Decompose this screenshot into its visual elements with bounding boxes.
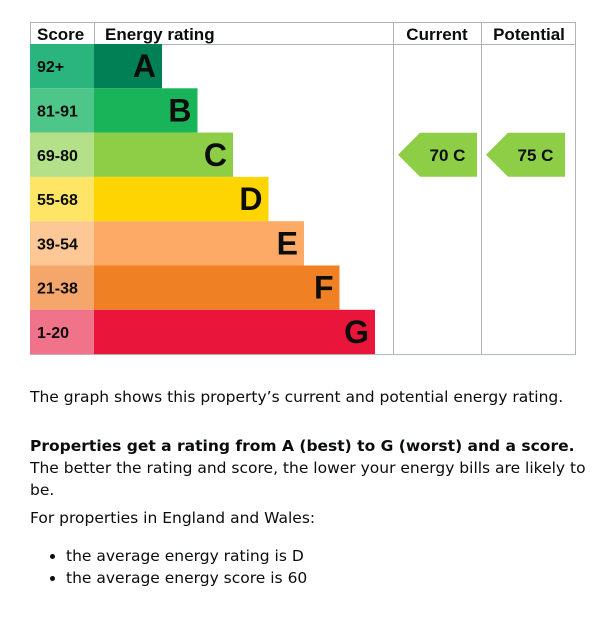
band-range-label: 1-20 xyxy=(37,325,69,342)
band-g: 1-20 G xyxy=(30,309,375,355)
band-a: 92+ A xyxy=(30,44,162,89)
chart-headers: Score Energy rating Current Potential xyxy=(37,25,565,44)
band-range-label: 69-80 xyxy=(37,148,78,165)
band-range-cell xyxy=(30,265,94,310)
band-letter: D xyxy=(239,181,262,217)
energy-rating-chart: Score Energy rating Current Potential 92… xyxy=(30,22,576,356)
header-score: Score xyxy=(37,25,84,44)
rating-explanation: Properties get a rating from A (best) to… xyxy=(30,435,590,501)
band-letter: E xyxy=(277,225,298,261)
band-letter: B xyxy=(168,92,191,128)
band-range-label: 92+ xyxy=(37,59,64,76)
band-range-label: 39-54 xyxy=(37,236,78,253)
band-bar xyxy=(94,44,162,89)
rating-explanation-rest: The better the rating and score, the low… xyxy=(30,459,586,499)
header-energy-rating: Energy rating xyxy=(105,25,215,44)
band-b: 81-91 B xyxy=(30,88,198,133)
band-bar xyxy=(94,176,269,222)
band-bar xyxy=(94,221,304,266)
band-range-cell xyxy=(30,44,94,89)
current-rating-marker-arrow xyxy=(398,132,477,177)
band-bar xyxy=(94,88,198,133)
band-range-label: 81-91 xyxy=(37,103,78,120)
band-range-cell xyxy=(30,176,94,222)
header-potential: Potential xyxy=(493,25,565,44)
band-range-cell xyxy=(30,132,94,177)
band-d: 55-68 D xyxy=(30,176,269,222)
average-intro: For properties in England and Wales: xyxy=(30,507,590,529)
rating-explanation-bold: Properties get a rating from A (best) to… xyxy=(30,437,575,455)
average-rating-item: the average energy rating is D xyxy=(66,545,307,567)
band-range-label: 55-68 xyxy=(37,192,78,209)
band-bar xyxy=(94,265,340,310)
graph-description-text: The graph shows this property’s current … xyxy=(30,388,564,406)
average-intro-text: For properties in England and Wales: xyxy=(30,509,316,527)
band-range-cell xyxy=(30,309,94,355)
band-range-cell xyxy=(30,88,94,133)
band-letter: C xyxy=(204,137,227,173)
rating-markers: 70 C 75 C xyxy=(398,132,565,177)
band-bar xyxy=(94,309,375,355)
band-range-label: 21-38 xyxy=(37,281,78,298)
band-e: 39-54 E xyxy=(30,221,304,266)
band-letter: G xyxy=(344,314,369,350)
band-f: 21-38 F xyxy=(30,265,340,310)
potential-rating-marker-arrow xyxy=(486,132,565,177)
band-range-cell xyxy=(30,221,94,266)
rating-bands: 92+ A 81-91 B 69-80 C 55-68 D 39-54 E 21-38 F 1-20 G xyxy=(30,44,375,355)
rating-explanation-text: Properties get a rating from A (best) to… xyxy=(30,435,590,501)
average-list: the average energy rating is D the avera… xyxy=(30,545,307,589)
band-c: 69-80 C xyxy=(30,132,233,177)
band-letter: A xyxy=(133,48,156,84)
graph-description: The graph shows this property’s current … xyxy=(30,386,590,408)
potential-rating-marker: 75 C xyxy=(486,132,565,177)
average-score-item: the average energy score is 60 xyxy=(66,567,307,589)
band-letter: F xyxy=(314,270,334,306)
current-rating-marker: 70 C xyxy=(398,132,477,177)
band-bar xyxy=(94,132,233,177)
potential-rating-marker-label: 75 C xyxy=(518,146,554,165)
current-rating-marker-label: 70 C xyxy=(430,146,466,165)
header-current: Current xyxy=(406,25,468,44)
